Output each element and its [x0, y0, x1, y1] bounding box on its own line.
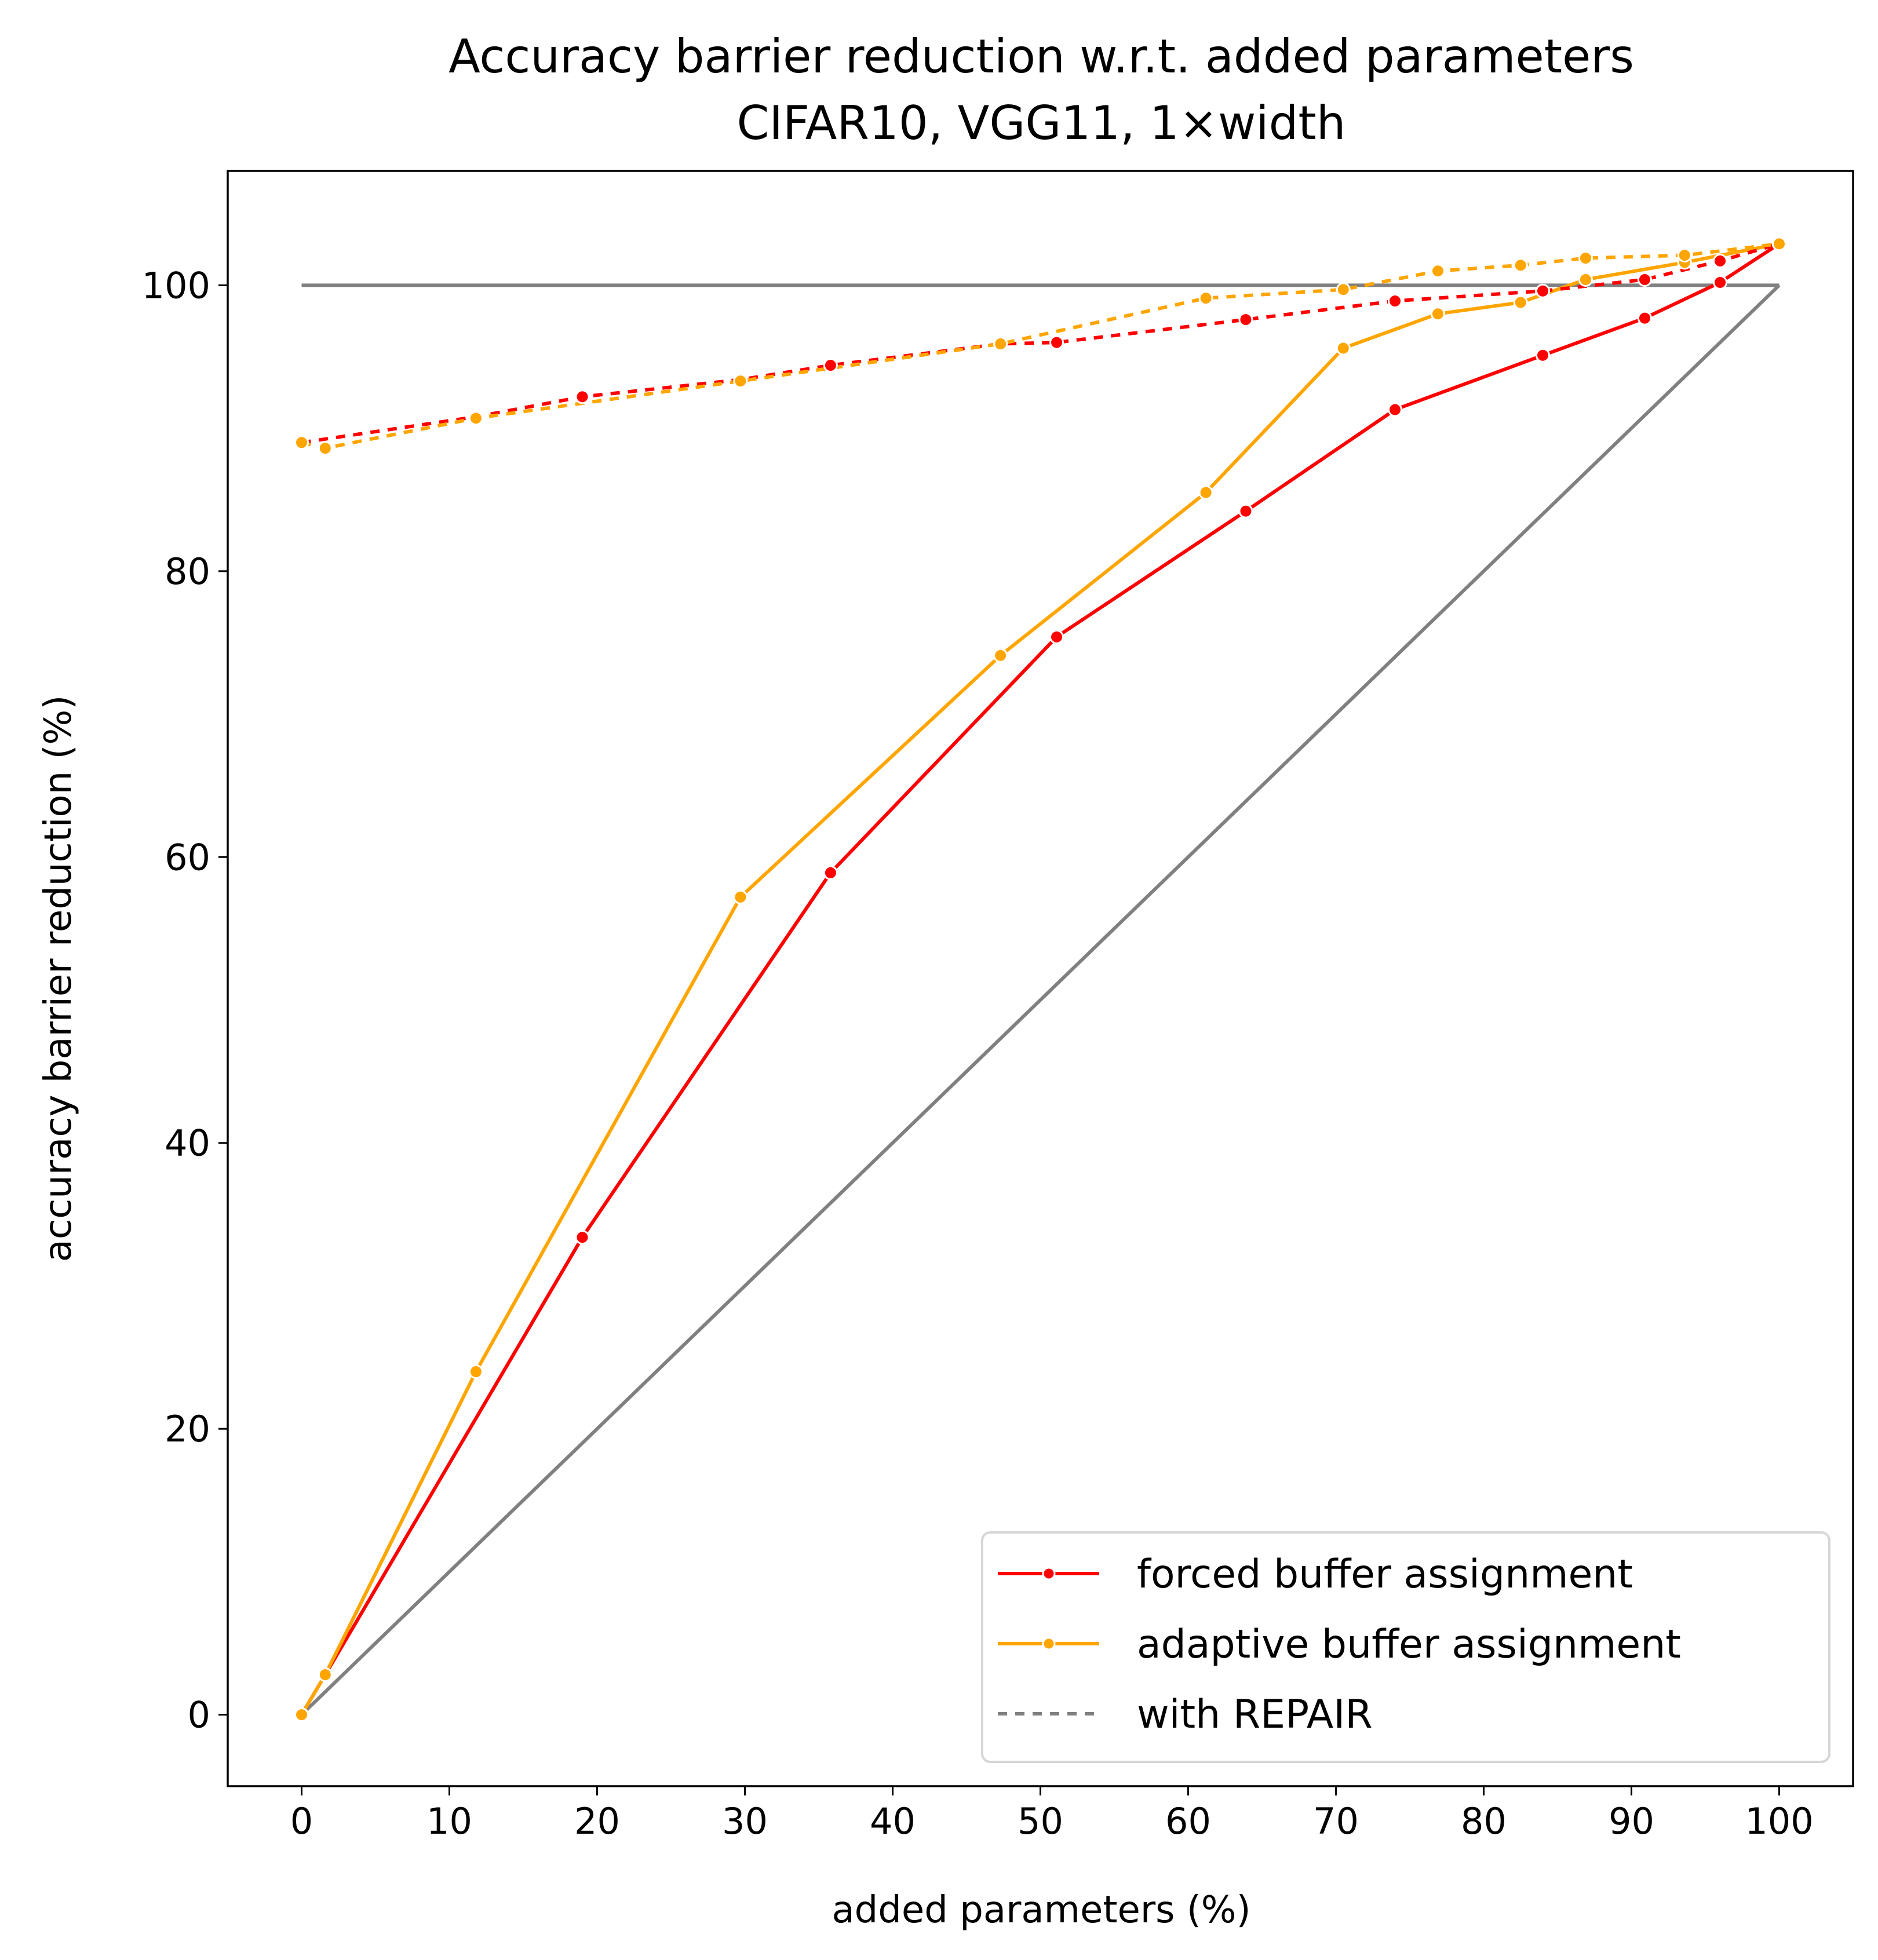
y-tick-label: 40 — [165, 1122, 210, 1165]
x-tick-label: 30 — [722, 1800, 768, 1842]
data-point-forced — [1238, 503, 1253, 519]
data-point-forced-repair — [823, 358, 838, 373]
data-point-adaptive — [468, 1364, 483, 1379]
y-tick-label: 0 — [188, 1694, 210, 1736]
data-point-forced-repair — [1713, 253, 1727, 268]
data-point-forced — [1049, 629, 1064, 644]
legend-marker-adaptive — [1042, 1637, 1056, 1651]
reference-lines — [300, 283, 1781, 1716]
legend-marker-forced — [1042, 1567, 1056, 1581]
data-point-adaptive-repair — [733, 374, 748, 389]
data-point-adaptive — [294, 1707, 309, 1722]
data-point-forced-repair — [575, 389, 590, 404]
data-point-adaptive — [733, 889, 748, 904]
data-point-adaptive — [1578, 272, 1593, 287]
data-point-adaptive — [1336, 341, 1351, 356]
data-point-adaptive-repair — [1772, 236, 1786, 251]
data-point-forced-repair — [1637, 272, 1652, 287]
y-axis-label: accuracy barrier reduction (%) — [37, 695, 80, 1262]
legend: forced buffer assignment adaptive buffer… — [981, 1531, 1830, 1763]
data-point-forced-repair — [1049, 335, 1064, 350]
data-point-forced-repair — [1536, 283, 1550, 298]
x-tick-label: 10 — [426, 1800, 472, 1842]
y-tick-label: 100 — [142, 264, 210, 306]
plot-frame — [227, 170, 1854, 1787]
legend-item-forced: forced buffer assignment — [998, 1552, 1633, 1597]
data-point-forced-repair — [1238, 312, 1253, 327]
data-point-forced — [1536, 348, 1550, 363]
data-point-forced — [1388, 402, 1402, 417]
legend-item-repair: with REPAIR — [998, 1692, 1373, 1738]
data-point-forced — [1637, 311, 1652, 326]
data-point-adaptive — [1198, 485, 1213, 500]
series-line-adaptive — [300, 242, 1780, 1716]
x-tick-label: 100 — [1745, 1800, 1813, 1842]
x-tick-label: 90 — [1609, 1800, 1654, 1842]
legend-box — [981, 1531, 1830, 1763]
data-point-forced — [1713, 275, 1727, 290]
legend-label-repair: with REPAIR — [1137, 1692, 1373, 1738]
data-point-adaptive — [318, 1667, 333, 1682]
x-tick-label: 20 — [574, 1800, 620, 1842]
data-point-forced — [823, 865, 838, 880]
legend-item-adaptive: adaptive buffer assignment — [998, 1622, 1681, 1667]
chart-title: Accuracy barrier reduction w.r.t. added … — [448, 30, 1634, 83]
data-point-adaptive-repair — [1198, 291, 1213, 306]
data-point-adaptive-repair — [468, 411, 483, 426]
data-point-adaptive-repair — [318, 441, 333, 456]
reference-line — [300, 284, 1781, 1716]
data-point-adaptive-repair — [1336, 282, 1351, 297]
legend-label-adaptive: adaptive buffer assignment — [1137, 1622, 1681, 1667]
data-point-adaptive — [1513, 295, 1528, 310]
y-tick-label: 60 — [165, 836, 210, 878]
x-tick-label: 80 — [1461, 1800, 1507, 1842]
y-tick-label: 80 — [165, 550, 210, 593]
x-tick-label: 50 — [1018, 1800, 1063, 1842]
data-point-adaptive-repair — [1578, 251, 1593, 266]
x-tick-label: 40 — [870, 1800, 916, 1842]
data-point-adaptive-repair — [993, 337, 1008, 352]
chart-subtitle: CIFAR10, VGG11, 1×width — [737, 96, 1346, 150]
data-point-adaptive-repair — [1513, 258, 1528, 273]
x-axis-label: added parameters (%) — [832, 1889, 1250, 1932]
legend-label-forced: forced buffer assignment — [1137, 1552, 1633, 1597]
data-point-adaptive — [1430, 306, 1445, 322]
data-point-forced-repair — [1388, 294, 1402, 309]
x-tick-label: 0 — [290, 1800, 313, 1842]
data-point-adaptive-repair — [1430, 264, 1445, 279]
axis-ticks: 0 10 20 30 40 50 60 70 80 90 100 0 20 40 60 80 100 — [142, 264, 1814, 1842]
y-tick-label: 20 — [165, 1408, 210, 1450]
data-point-adaptive-repair — [1677, 248, 1692, 263]
series-points — [294, 236, 1786, 1722]
x-tick-label: 70 — [1313, 1800, 1359, 1842]
data-point-forced — [575, 1230, 590, 1245]
data-point-adaptive-repair — [294, 435, 309, 450]
x-tick-label: 60 — [1165, 1800, 1211, 1842]
data-point-adaptive — [993, 648, 1008, 663]
